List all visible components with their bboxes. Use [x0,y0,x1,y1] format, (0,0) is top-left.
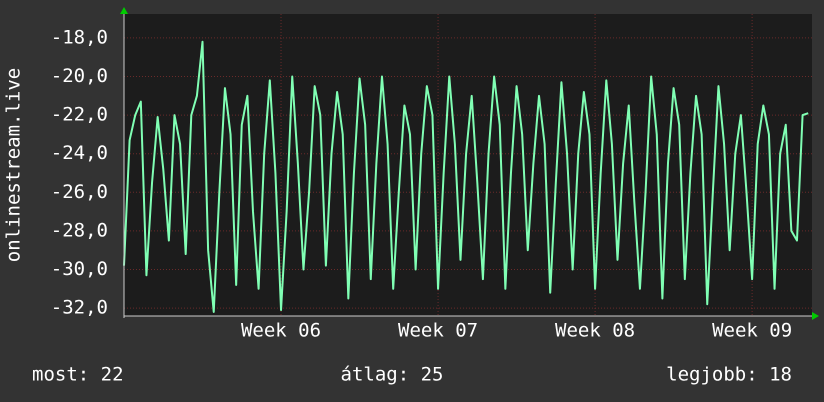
x-tick-label: Week 09 [712,320,792,342]
footer-best: legjobb: 18 [666,364,792,386]
x-tick-label: Week 06 [241,320,321,342]
plot-area [124,14,812,316]
y-tick-label: -28,0 [51,219,108,241]
x-tick-label: Week 08 [555,320,635,342]
y-axis-arrow [120,7,128,14]
y-tick-label: -24,0 [51,142,108,164]
y-tick-label: -30,0 [51,258,108,280]
footer-current: most: 22 [32,364,124,386]
y-tick-label: -18,0 [51,26,108,48]
y-tick-label: -26,0 [51,181,108,203]
y-tick-label: -20,0 [51,65,108,87]
footer-average: átlag: 25 [341,364,444,386]
y-axis-label: onlinestream.live [3,68,25,262]
y-tick-label: -22,0 [51,104,108,126]
x-tick-label: Week 07 [398,320,478,342]
x-axis-arrow [812,312,819,320]
data-line [123,40,809,313]
y-tick-label: -32,0 [51,297,108,319]
